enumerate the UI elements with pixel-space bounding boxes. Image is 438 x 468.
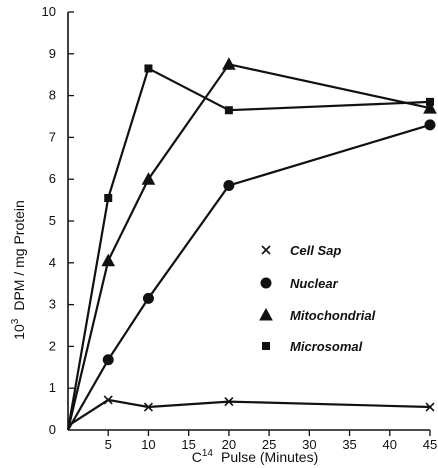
data-point-nuclear <box>424 119 436 131</box>
data-point-nuclear <box>142 292 154 304</box>
y-tick-label: 8 <box>49 88 56 103</box>
legend-label: Microsomal <box>290 339 363 354</box>
y-tick-label: 0 <box>49 422 56 437</box>
legend-label: Nuclear <box>290 276 339 291</box>
series-line-nuclear <box>67 123 431 431</box>
data-point-cell-sap <box>425 402 435 412</box>
series-line-mitochondrial <box>66 63 431 431</box>
data-point-microsomal <box>224 106 233 115</box>
y-ticks: 0 1 2 3 4 5 6 7 8 9 10 <box>42 4 74 437</box>
y-tick-label: 1 <box>49 380 56 395</box>
y-tick-label: 5 <box>49 213 56 228</box>
legend-label: Cell Sap <box>290 243 341 258</box>
x-tick-label: 20 <box>222 437 236 452</box>
series-line-microsomal <box>66 66 431 431</box>
data-point-cell-sap <box>103 395 113 405</box>
data-point-mitochondrial <box>141 172 156 185</box>
y-tick-label: 4 <box>49 255 56 270</box>
x-tick-label: 10 <box>141 437 155 452</box>
x-ticks: 5 10 15 20 25 30 35 40 45 <box>105 430 437 452</box>
data-point-microsomal <box>426 97 434 106</box>
data-point-nuclear <box>102 354 114 366</box>
x-tick-label: 25 <box>262 437 276 452</box>
x-tick-label: 40 <box>383 437 397 452</box>
x-tick-label: 15 <box>181 437 195 452</box>
data-point-mitochondrial <box>101 253 116 267</box>
y-tick-label: 3 <box>49 297 56 312</box>
y-axis-title: 103DPM / mg Protein <box>10 200 27 340</box>
x-tick-label: 45 <box>423 437 437 452</box>
legend: Cell Sap Nuclear Mitochondrial Microsomal <box>259 243 376 354</box>
data-point-microsomal <box>144 64 153 73</box>
series-markers <box>101 57 437 412</box>
legend-marker-microsomal <box>262 342 270 350</box>
legend-label: Mitochondrial <box>290 308 376 323</box>
x-axis-title: C14 Pulse (Minutes) <box>192 448 319 465</box>
series-lines <box>66 63 431 431</box>
y-tick-label: 9 <box>49 46 56 61</box>
data-point-cell-sap <box>224 397 234 407</box>
y-tick-label: 2 <box>49 338 56 353</box>
series-line-cell-sap <box>67 398 431 427</box>
data-point-microsomal <box>104 194 113 203</box>
legend-marker-mitochondrial <box>259 307 273 321</box>
y-tick-label: 10 <box>42 4 56 19</box>
legend-marker-cell-sap <box>261 245 271 255</box>
y-tick-label: 6 <box>49 171 56 186</box>
x-tick-label: 5 <box>105 437 112 452</box>
data-point-mitochondrial <box>423 101 437 114</box>
data-point-cell-sap <box>143 402 154 412</box>
data-point-nuclear <box>223 179 235 191</box>
x-tick-label: 35 <box>342 437 356 452</box>
x-tick-label: 30 <box>302 437 316 452</box>
legend-marker-nuclear <box>260 277 272 289</box>
data-point-mitochondrial <box>222 57 236 70</box>
y-tick-label: 7 <box>49 129 56 144</box>
axes <box>67 12 430 431</box>
